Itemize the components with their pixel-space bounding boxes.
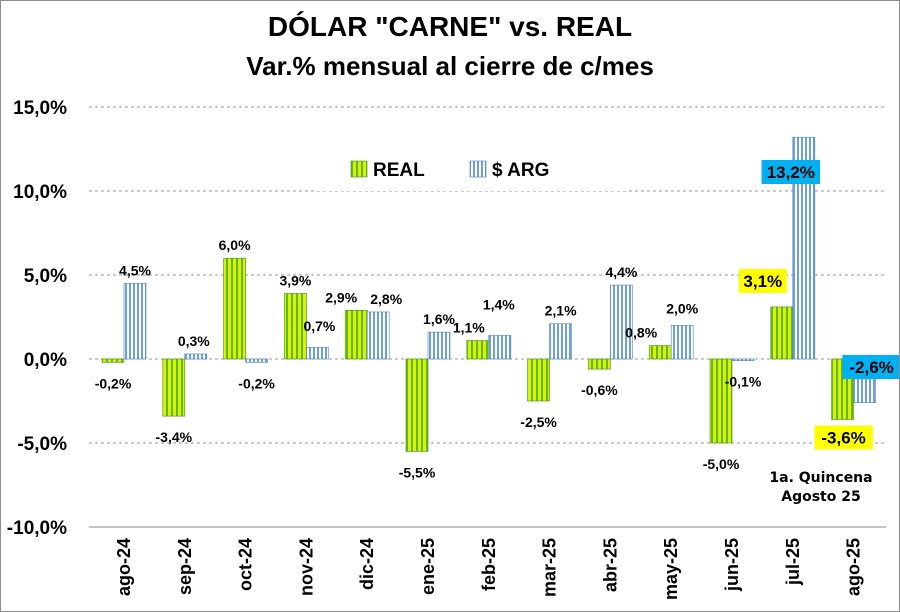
data-label-real-highlight bbox=[738, 268, 787, 293]
x-tick-label: jun-25 bbox=[722, 538, 742, 592]
bar-real bbox=[405, 358, 429, 452]
data-label-arg: 0,7% bbox=[303, 318, 335, 334]
data-label-real: -0,2% bbox=[95, 375, 132, 391]
data-label-arg: -2,6% bbox=[849, 358, 893, 377]
x-tick-label: mar-25 bbox=[540, 538, 560, 597]
data-label-arg-highlight bbox=[842, 355, 899, 379]
data-label-real: -3,4% bbox=[156, 429, 193, 445]
bar-arg bbox=[792, 136, 816, 360]
bar-real bbox=[527, 358, 550, 402]
bar-arg bbox=[731, 358, 755, 361]
y-tick-label: -10,0% bbox=[7, 518, 67, 539]
y-tick-label: 15,0% bbox=[13, 98, 67, 119]
bar-arg bbox=[366, 311, 390, 360]
x-tick-label: feb-25 bbox=[479, 538, 499, 591]
x-tick-label: may-25 bbox=[661, 538, 681, 600]
bar-arg bbox=[670, 325, 694, 360]
data-label-real: -2,5% bbox=[520, 414, 557, 430]
chart-annotation: 1a. Quincena Agosto 25 bbox=[766, 469, 876, 507]
x-tick-label: sep-24 bbox=[175, 538, 195, 595]
bar-real bbox=[588, 358, 611, 370]
bar-real bbox=[770, 306, 794, 360]
data-label-arg: 2,0% bbox=[666, 300, 698, 316]
data-label-arg: -0,1% bbox=[725, 374, 762, 390]
chart-subtitle: Var.% mensual al cierre de c/mes bbox=[246, 51, 654, 81]
y-tick-label: -5,0% bbox=[17, 434, 67, 455]
bar-arg bbox=[610, 284, 633, 360]
data-label-arg-highlight bbox=[761, 160, 821, 184]
data-label-real: 6,0% bbox=[219, 237, 251, 253]
data-label-real: 3,1% bbox=[743, 272, 782, 291]
x-tick-label: oct-24 bbox=[236, 538, 256, 591]
x-tick-label: ene-25 bbox=[418, 538, 438, 595]
data-label-real: 1,1% bbox=[453, 320, 485, 336]
x-tick-label: nov-24 bbox=[296, 538, 316, 596]
bar-arg bbox=[306, 346, 329, 360]
bar-real bbox=[709, 358, 733, 444]
data-label-arg: 0,3% bbox=[178, 333, 210, 349]
x-tick-label: dic-24 bbox=[357, 538, 377, 590]
data-label-real: -0,6% bbox=[581, 382, 618, 398]
bar-real bbox=[648, 345, 672, 360]
data-label-real: -5,5% bbox=[399, 464, 436, 480]
data-label-arg: 4,5% bbox=[119, 262, 151, 278]
bar-real bbox=[162, 358, 186, 417]
data-label-real-highlight bbox=[814, 425, 873, 450]
data-label-arg: 1,6% bbox=[423, 311, 455, 327]
data-label-arg: 1,4% bbox=[483, 296, 515, 312]
annotation-line-2: Agosto 25 bbox=[781, 489, 861, 505]
y-tick-label: 5,0% bbox=[24, 266, 67, 287]
annotation-line-1: 1a. Quincena bbox=[769, 470, 873, 486]
data-label-real: 0,8% bbox=[625, 325, 657, 341]
bar-arg bbox=[488, 335, 512, 360]
bar-arg bbox=[427, 331, 451, 360]
data-label-real: -3,6% bbox=[821, 428, 865, 447]
bar-arg bbox=[123, 283, 147, 360]
data-label-arg: 13,2% bbox=[767, 163, 815, 182]
data-label-real: -5,0% bbox=[703, 456, 740, 472]
data-label-arg: 2,1% bbox=[545, 303, 577, 319]
data-label-arg: 2,8% bbox=[370, 291, 402, 307]
y-tick-label: 0,0% bbox=[24, 350, 67, 371]
legend-label-real: REAL bbox=[373, 160, 425, 181]
bar-real bbox=[284, 293, 307, 360]
y-tick-label: 10,0% bbox=[13, 182, 67, 203]
x-tick-label: ago-24 bbox=[114, 538, 134, 596]
bar-real bbox=[466, 340, 490, 360]
chart-title: DÓLAR "CARNE" vs. REAL bbox=[267, 11, 633, 42]
data-label-arg: -0,2% bbox=[238, 375, 275, 391]
bar-arg bbox=[245, 358, 268, 363]
bar-real bbox=[344, 309, 368, 360]
legend-label-arg: $ ARG bbox=[492, 160, 549, 181]
data-label-real: 3,9% bbox=[279, 272, 311, 288]
legend-swatch-real bbox=[350, 160, 368, 178]
bar-arg bbox=[184, 353, 208, 360]
x-tick-label: ago-25 bbox=[844, 538, 864, 596]
data-label-arg: 4,4% bbox=[605, 264, 637, 280]
bar-real bbox=[223, 257, 246, 360]
bar-real bbox=[101, 358, 125, 363]
legend-swatch-arg bbox=[469, 160, 487, 178]
bar-arg bbox=[549, 323, 572, 360]
x-tick-label: jul-25 bbox=[783, 538, 803, 586]
x-tick-label: abr-25 bbox=[600, 538, 620, 592]
data-label-real: 2,9% bbox=[325, 289, 357, 305]
